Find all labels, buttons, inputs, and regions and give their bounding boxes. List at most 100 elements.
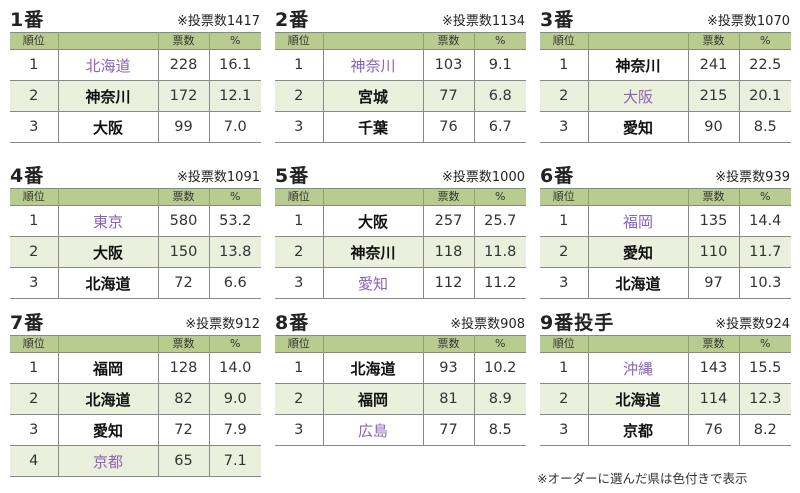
- rank-cell: 2: [540, 80, 588, 112]
- rank-cell: 1: [275, 352, 323, 384]
- rank-cell: 1: [10, 205, 58, 237]
- count-cell: 77: [422, 414, 474, 446]
- count-cell: 580: [157, 205, 209, 237]
- ranking-table: 順位 票数% 1 北海道 93 10.2 2 福岡 81 8.9 3 広島 77 8.5: [275, 335, 526, 446]
- table-row: 2 神奈川 172 12.1: [10, 80, 261, 112]
- count-cell: 77: [422, 80, 474, 112]
- percent-cell: 11.7: [738, 236, 791, 268]
- count-header: 票数: [157, 335, 209, 353]
- pct-header: %: [473, 188, 526, 206]
- prefecture-cell: 神奈川: [57, 80, 158, 112]
- table-row: 1 大阪 257 25.7: [275, 205, 526, 237]
- percent-cell: 12.1: [208, 80, 261, 112]
- color-note: ※オーダーに選んだ県は色付きで表示: [537, 471, 748, 486]
- rank-cell: 2: [540, 383, 588, 415]
- pref-header: [57, 335, 158, 353]
- rank-header: 順位: [10, 188, 58, 206]
- count-cell: 110: [687, 236, 739, 268]
- prefecture-cell: 愛知: [57, 414, 158, 446]
- percent-cell: 16.1: [208, 49, 261, 81]
- rank-cell: 3: [275, 414, 323, 446]
- percent-cell: 6.6: [208, 267, 261, 299]
- count-cell: 81: [422, 383, 474, 415]
- percent-cell: 7.9: [208, 414, 261, 446]
- rank-cell: 3: [10, 414, 58, 446]
- table-row: 2 愛知 110 11.7: [540, 236, 791, 268]
- block-header: 4番 ※投票数1091: [10, 164, 261, 188]
- rank-cell: 2: [10, 236, 58, 268]
- vote-count: ※投票数1091: [177, 170, 260, 185]
- percent-cell: 7.0: [208, 111, 261, 143]
- vote-count: ※投票数908: [450, 317, 525, 332]
- batting-position: 2番: [275, 9, 310, 31]
- vote-count: ※投票数912: [185, 317, 260, 332]
- percent-cell: 8.5: [473, 414, 526, 446]
- prefecture-cell: 北海道: [57, 383, 158, 415]
- prefecture-cell: 大阪: [57, 111, 158, 143]
- count-cell: 114: [687, 383, 739, 415]
- count-cell: 228: [157, 49, 209, 81]
- ranking-block: 4番 ※投票数1091 順位 票数% 1 東京 580 53.2 2 大阪 150 13.8 3 北海道 7…: [10, 164, 261, 299]
- pref-header: [322, 32, 423, 50]
- prefecture-cell: 広島: [322, 414, 423, 446]
- batting-position: 3番: [540, 9, 575, 31]
- percent-cell: 13.8: [208, 236, 261, 268]
- vote-count: ※投票数939: [715, 170, 790, 185]
- table-header-row: 順位 票数%: [540, 32, 791, 50]
- rank-cell: 1: [540, 205, 588, 237]
- prefecture-cell: 宮城: [322, 80, 423, 112]
- rank-cell: 2: [10, 383, 58, 415]
- rank-cell: 2: [275, 80, 323, 112]
- rank-cell: 2: [275, 383, 323, 415]
- count-cell: 99: [157, 111, 209, 143]
- vote-count: ※投票数1417: [177, 14, 260, 29]
- count-cell: 128: [157, 352, 209, 384]
- table-row: 4 京都 65 7.1: [10, 445, 261, 477]
- batting-position: 1番: [10, 9, 45, 31]
- count-header: 票数: [157, 32, 209, 50]
- count-header: 票数: [687, 188, 739, 206]
- prefecture-cell: 北海道: [587, 267, 688, 299]
- count-cell: 143: [687, 352, 739, 384]
- count-cell: 172: [157, 80, 209, 112]
- percent-cell: 20.1: [738, 80, 791, 112]
- ranking-table: 順位 票数% 1 沖縄 143 15.5 2 北海道 114 12.3 3 京都 76 8.2: [540, 335, 791, 446]
- vote-count: ※投票数1134: [442, 14, 525, 29]
- ranking-table: 順位 票数% 1 福岡 128 14.0 2 北海道 82 9.0 3 愛知 72 7.9 4 京都 65 7.1: [10, 335, 261, 477]
- pref-header: [587, 32, 688, 50]
- percent-cell: 7.1: [208, 445, 261, 477]
- rank-header: 順位: [275, 32, 323, 50]
- rank-cell: 1: [540, 352, 588, 384]
- prefecture-cell: 北海道: [587, 383, 688, 415]
- count-cell: 72: [157, 267, 209, 299]
- table-row: 2 福岡 81 8.9: [275, 383, 526, 415]
- percent-cell: 8.5: [738, 111, 791, 143]
- table-row: 1 神奈川 241 22.5: [540, 49, 791, 81]
- table-header-row: 順位 票数%: [540, 335, 791, 353]
- vote-count: ※投票数1070: [707, 14, 790, 29]
- percent-cell: 10.3: [738, 267, 791, 299]
- batting-position: 5番: [275, 165, 310, 187]
- percent-cell: 12.3: [738, 383, 791, 415]
- batting-position: 9番投手: [540, 312, 615, 334]
- table-row: 3 広島 77 8.5: [275, 414, 526, 446]
- prefecture-cell: 千葉: [322, 111, 423, 143]
- batting-position: 8番: [275, 312, 310, 334]
- rank-header: 順位: [10, 32, 58, 50]
- prefecture-cell: 北海道: [57, 267, 158, 299]
- percent-cell: 22.5: [738, 49, 791, 81]
- count-cell: 76: [687, 414, 739, 446]
- table-row: 2 大阪 150 13.8: [10, 236, 261, 268]
- block-header: 2番 ※投票数1134: [275, 8, 526, 32]
- table-row: 2 神奈川 118 11.8: [275, 236, 526, 268]
- table-row: 3 大阪 99 7.0: [10, 111, 261, 143]
- table-row: 1 福岡 128 14.0: [10, 352, 261, 384]
- table-row: 2 北海道 114 12.3: [540, 383, 791, 415]
- rank-cell: 2: [275, 236, 323, 268]
- prefecture-cell: 大阪: [587, 80, 688, 112]
- count-cell: 257: [422, 205, 474, 237]
- percent-cell: 9.1: [473, 49, 526, 81]
- prefecture-cell: 東京: [57, 205, 158, 237]
- percent-cell: 14.4: [738, 205, 791, 237]
- rank-header: 順位: [540, 32, 588, 50]
